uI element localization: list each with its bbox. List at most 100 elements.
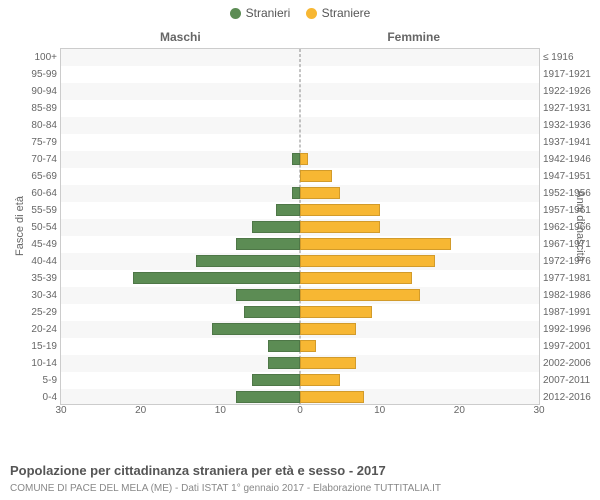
bar-male bbox=[196, 255, 300, 267]
legend-label: Straniere bbox=[322, 6, 371, 20]
pyramid-row bbox=[61, 117, 539, 134]
plot-area: 100+≤ 191695-991917-192190-941922-192685… bbox=[60, 48, 540, 405]
bar-female bbox=[300, 391, 364, 403]
pyramid-row bbox=[61, 49, 539, 66]
bar-female bbox=[300, 357, 356, 369]
age-label: 10-14 bbox=[13, 355, 57, 372]
column-title-left: Maschi bbox=[160, 30, 201, 44]
birth-label: 1997-2001 bbox=[543, 338, 600, 355]
pyramid-row bbox=[61, 372, 539, 389]
bar-male bbox=[212, 323, 300, 335]
bar-male bbox=[292, 153, 300, 165]
age-label: 65-69 bbox=[13, 168, 57, 185]
birth-label: 1982-1986 bbox=[543, 287, 600, 304]
pyramid-row bbox=[61, 253, 539, 270]
pyramid-row bbox=[61, 168, 539, 185]
age-label: 25-29 bbox=[13, 304, 57, 321]
legend-swatch-female bbox=[306, 8, 317, 19]
birth-label: 1977-1981 bbox=[543, 270, 600, 287]
birth-label: 1987-1991 bbox=[543, 304, 600, 321]
bar-female bbox=[300, 170, 332, 182]
birth-label: 1967-1971 bbox=[543, 236, 600, 253]
legend-label: Stranieri bbox=[246, 6, 291, 20]
pyramid-row bbox=[61, 321, 539, 338]
legend-item-female: Straniere bbox=[306, 6, 371, 20]
bar-female bbox=[300, 306, 372, 318]
x-tick: 0 bbox=[297, 405, 303, 416]
y-axis-label-right: Anni di nascita bbox=[574, 190, 586, 262]
pyramid-row bbox=[61, 219, 539, 236]
birth-label: 1957-1961 bbox=[543, 202, 600, 219]
pyramid-row bbox=[61, 304, 539, 321]
pyramid-row bbox=[61, 66, 539, 83]
bar-female bbox=[300, 289, 420, 301]
birth-label: 1972-1976 bbox=[543, 253, 600, 270]
age-label: 15-19 bbox=[13, 338, 57, 355]
pyramid-row bbox=[61, 270, 539, 287]
age-label: 75-79 bbox=[13, 134, 57, 151]
chart-title: Popolazione per cittadinanza straniera p… bbox=[10, 463, 386, 478]
bar-male bbox=[276, 204, 300, 216]
y-axis-label-left: Fasce di età bbox=[14, 196, 26, 256]
age-label: 70-74 bbox=[13, 151, 57, 168]
age-label: 85-89 bbox=[13, 100, 57, 117]
pyramid-row bbox=[61, 355, 539, 372]
x-tick: 10 bbox=[215, 405, 226, 416]
pyramid-row bbox=[61, 287, 539, 304]
birth-label: 2012-2016 bbox=[543, 389, 600, 406]
bar-male bbox=[236, 391, 300, 403]
age-label: 100+ bbox=[13, 49, 57, 66]
birth-label: 1992-1996 bbox=[543, 321, 600, 338]
age-label: 30-34 bbox=[13, 287, 57, 304]
bar-male bbox=[292, 187, 300, 199]
birth-label: 1942-1946 bbox=[543, 151, 600, 168]
age-label: 80-84 bbox=[13, 117, 57, 134]
pyramid-row bbox=[61, 185, 539, 202]
age-label: 5-9 bbox=[13, 372, 57, 389]
x-tick: 30 bbox=[55, 405, 66, 416]
bar-female bbox=[300, 272, 412, 284]
x-tick: 10 bbox=[374, 405, 385, 416]
x-tick: 30 bbox=[533, 405, 544, 416]
age-label: 0-4 bbox=[13, 389, 57, 406]
birth-label: 1962-1966 bbox=[543, 219, 600, 236]
bar-male bbox=[244, 306, 300, 318]
bar-female bbox=[300, 204, 380, 216]
birth-label: 1927-1931 bbox=[543, 100, 600, 117]
bar-male bbox=[133, 272, 300, 284]
column-title-right: Femmine bbox=[387, 30, 440, 44]
bar-male bbox=[236, 238, 300, 250]
pyramid-row bbox=[61, 236, 539, 253]
age-label: 20-24 bbox=[13, 321, 57, 338]
birth-label: 1932-1936 bbox=[543, 117, 600, 134]
pyramid-row bbox=[61, 134, 539, 151]
age-label: 35-39 bbox=[13, 270, 57, 287]
x-tick: 20 bbox=[454, 405, 465, 416]
birth-label: 1917-1921 bbox=[543, 66, 600, 83]
bar-female bbox=[300, 255, 435, 267]
bar-female bbox=[300, 323, 356, 335]
bar-female bbox=[300, 374, 340, 386]
bar-female bbox=[300, 187, 340, 199]
pyramid-row bbox=[61, 338, 539, 355]
chart-area: Maschi Femmine 100+≤ 191695-991917-19219… bbox=[60, 30, 540, 425]
birth-label: 1952-1956 bbox=[543, 185, 600, 202]
birth-label: 1922-1926 bbox=[543, 83, 600, 100]
x-tick: 20 bbox=[135, 405, 146, 416]
bar-female bbox=[300, 340, 316, 352]
age-label: 95-99 bbox=[13, 66, 57, 83]
birth-label: 2002-2006 bbox=[543, 355, 600, 372]
pyramid-row bbox=[61, 151, 539, 168]
bar-male bbox=[268, 340, 300, 352]
chart-subtitle: COMUNE DI PACE DEL MELA (ME) - Dati ISTA… bbox=[10, 483, 441, 494]
pyramid-row bbox=[61, 202, 539, 219]
birth-label: 1937-1941 bbox=[543, 134, 600, 151]
bar-female bbox=[300, 221, 380, 233]
pyramid-row bbox=[61, 389, 539, 406]
chart-container: Stranieri Straniere Maschi Femmine 100+≤… bbox=[0, 0, 600, 500]
pyramid-row bbox=[61, 83, 539, 100]
birth-label: 1947-1951 bbox=[543, 168, 600, 185]
bar-female bbox=[300, 153, 308, 165]
bar-male bbox=[252, 374, 300, 386]
legend-item-male: Stranieri bbox=[230, 6, 291, 20]
